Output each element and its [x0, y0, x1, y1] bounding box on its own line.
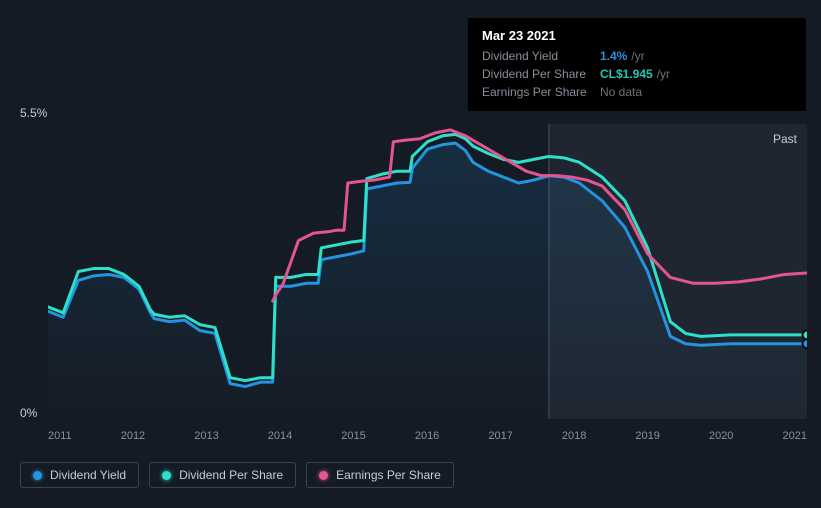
x-axis-tick: 2014 [268, 430, 292, 442]
tooltip-row-value: 1.4% [600, 49, 627, 63]
legend-dot-icon [319, 471, 328, 480]
tooltip-row: Dividend Yield1.4% /yr [482, 49, 792, 63]
dividend-chart: Mar 23 2021 Dividend Yield1.4%/yrDividen… [0, 0, 821, 508]
x-axis-tick: 2016 [415, 430, 439, 442]
tooltip-row: Earnings Per ShareNo data [482, 85, 792, 99]
x-axis-tick: 2021 [782, 430, 806, 442]
x-axis-tick: 2013 [194, 430, 218, 442]
tooltip-row-label: Dividend Per Share [482, 67, 600, 81]
legend-item-label: Earnings Per Share [336, 468, 441, 482]
x-axis-tick: 2017 [488, 430, 512, 442]
past-region-label: Past [773, 132, 797, 146]
x-axis-tick: 2012 [121, 430, 145, 442]
tooltip-date: Mar 23 2021 [482, 28, 792, 43]
legend-item-label: Dividend Yield [50, 468, 126, 482]
tooltip-row-value: CL$1.945 [600, 67, 653, 81]
x-axis-tick: 2019 [635, 430, 659, 442]
legend-item-dividend-per-share[interactable]: Dividend Per Share [149, 462, 296, 488]
tooltip-row-unit: /yr [631, 49, 644, 63]
series-end-dot-dividend-per-share [803, 330, 808, 339]
y-axis-min-label: 0% [20, 406, 37, 420]
tooltip-row: Dividend Per ShareCL$1.945/yr [482, 67, 792, 81]
series-end-dot-dividend-yield [803, 339, 808, 348]
chart-plot-area[interactable] [48, 124, 807, 419]
tooltip-row-unit: /yr [657, 67, 670, 81]
legend-dot-icon [162, 471, 171, 480]
x-axis-tick: 2018 [562, 430, 586, 442]
x-axis-tick: 2015 [341, 430, 365, 442]
x-axis: 2011 2012 2013 2014 2015 2016 2017 2018 2019 2020… [48, 430, 807, 442]
x-axis-tick: 2020 [709, 430, 733, 442]
chart-tooltip: Mar 23 2021 Dividend Yield1.4%/yrDividen… [468, 18, 806, 111]
legend-dot-icon [33, 471, 42, 480]
x-axis-tick: 2011 [48, 430, 72, 442]
chart-legend: Dividend Yield Dividend Per Share Earnings… [20, 462, 454, 488]
tooltip-row-label: Dividend Yield [482, 49, 600, 63]
legend-item-dividend-yield[interactable]: Dividend Yield [20, 462, 139, 488]
tooltip-row-value: No data [600, 85, 642, 99]
tooltip-row-label: Earnings Per Share [482, 85, 600, 99]
legend-item-label: Dividend Per Share [179, 468, 283, 482]
legend-item-earnings-per-share[interactable]: Earnings Per Share [306, 462, 454, 488]
y-axis-max-label: 5.5% [20, 106, 47, 120]
